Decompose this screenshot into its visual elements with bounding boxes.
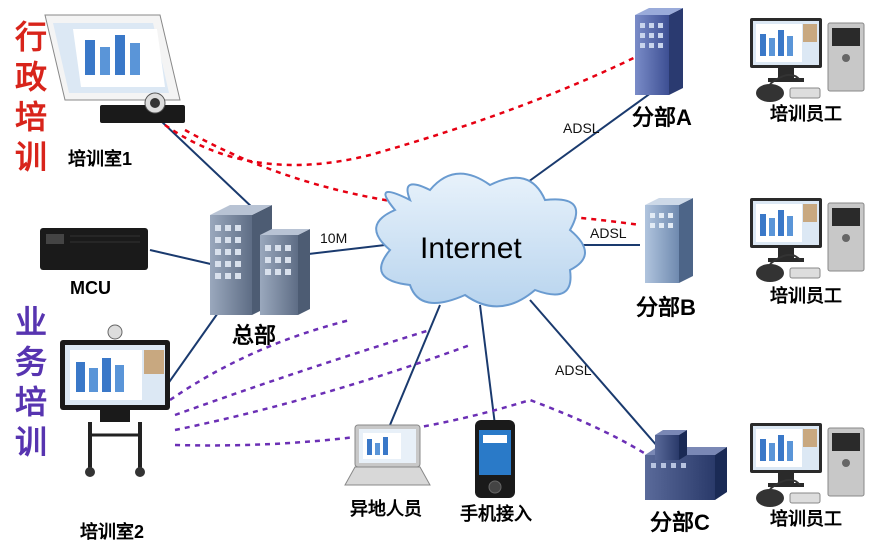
mcu-label: MCU bbox=[70, 278, 111, 299]
branch-a-label: 分部A bbox=[632, 100, 692, 132]
pc-workstation-icon bbox=[750, 423, 864, 507]
branch-b-label: 分部B bbox=[636, 290, 696, 322]
dashed-link bbox=[175, 345, 470, 430]
phone-label: 手机接入 bbox=[460, 500, 532, 526]
business-training-banner: 业务培训 bbox=[6, 305, 52, 465]
branch-a-icon bbox=[635, 8, 683, 95]
dashed-link bbox=[165, 50, 650, 165]
solid-link bbox=[390, 305, 440, 425]
laptop-icon bbox=[345, 425, 430, 485]
branch-b-icon bbox=[645, 198, 693, 283]
diagram-canvas bbox=[0, 0, 888, 549]
adsl-label: ADSL bbox=[563, 120, 600, 136]
branch-c-icon bbox=[645, 430, 727, 500]
adsl-label: ADSL bbox=[590, 225, 627, 241]
phone-icon bbox=[475, 420, 515, 498]
solid-link bbox=[160, 120, 255, 210]
solid-link bbox=[480, 305, 495, 425]
solid-link bbox=[530, 300, 665, 455]
room1-label: 培训室1 bbox=[68, 145, 132, 171]
laptop-label: 异地人员 bbox=[350, 495, 422, 521]
room2-label: 培训室2 bbox=[80, 518, 144, 544]
pc-workstation-icon bbox=[750, 198, 864, 282]
hq-building-icon bbox=[210, 205, 310, 315]
pc-workstation-icon bbox=[750, 18, 864, 102]
pc-a-label: 培训员工 bbox=[770, 100, 842, 126]
internet-label: Internet bbox=[420, 232, 522, 266]
pc-c-label: 培训员工 bbox=[770, 505, 842, 531]
hq-cloud-speed: 10M bbox=[320, 230, 347, 246]
branch-c-label: 分部C bbox=[650, 505, 710, 537]
mcu-icon bbox=[40, 228, 148, 270]
solid-link bbox=[150, 250, 215, 265]
adsl-label: ADSL bbox=[555, 362, 592, 378]
training-room-2-icon bbox=[60, 325, 170, 477]
pc-b-label: 培训员工 bbox=[770, 282, 842, 308]
admin-training-banner: 行政培训 bbox=[6, 20, 52, 180]
training-room-1-icon bbox=[45, 15, 185, 123]
hq-label: 总部 bbox=[232, 318, 276, 350]
solid-link bbox=[300, 245, 385, 255]
